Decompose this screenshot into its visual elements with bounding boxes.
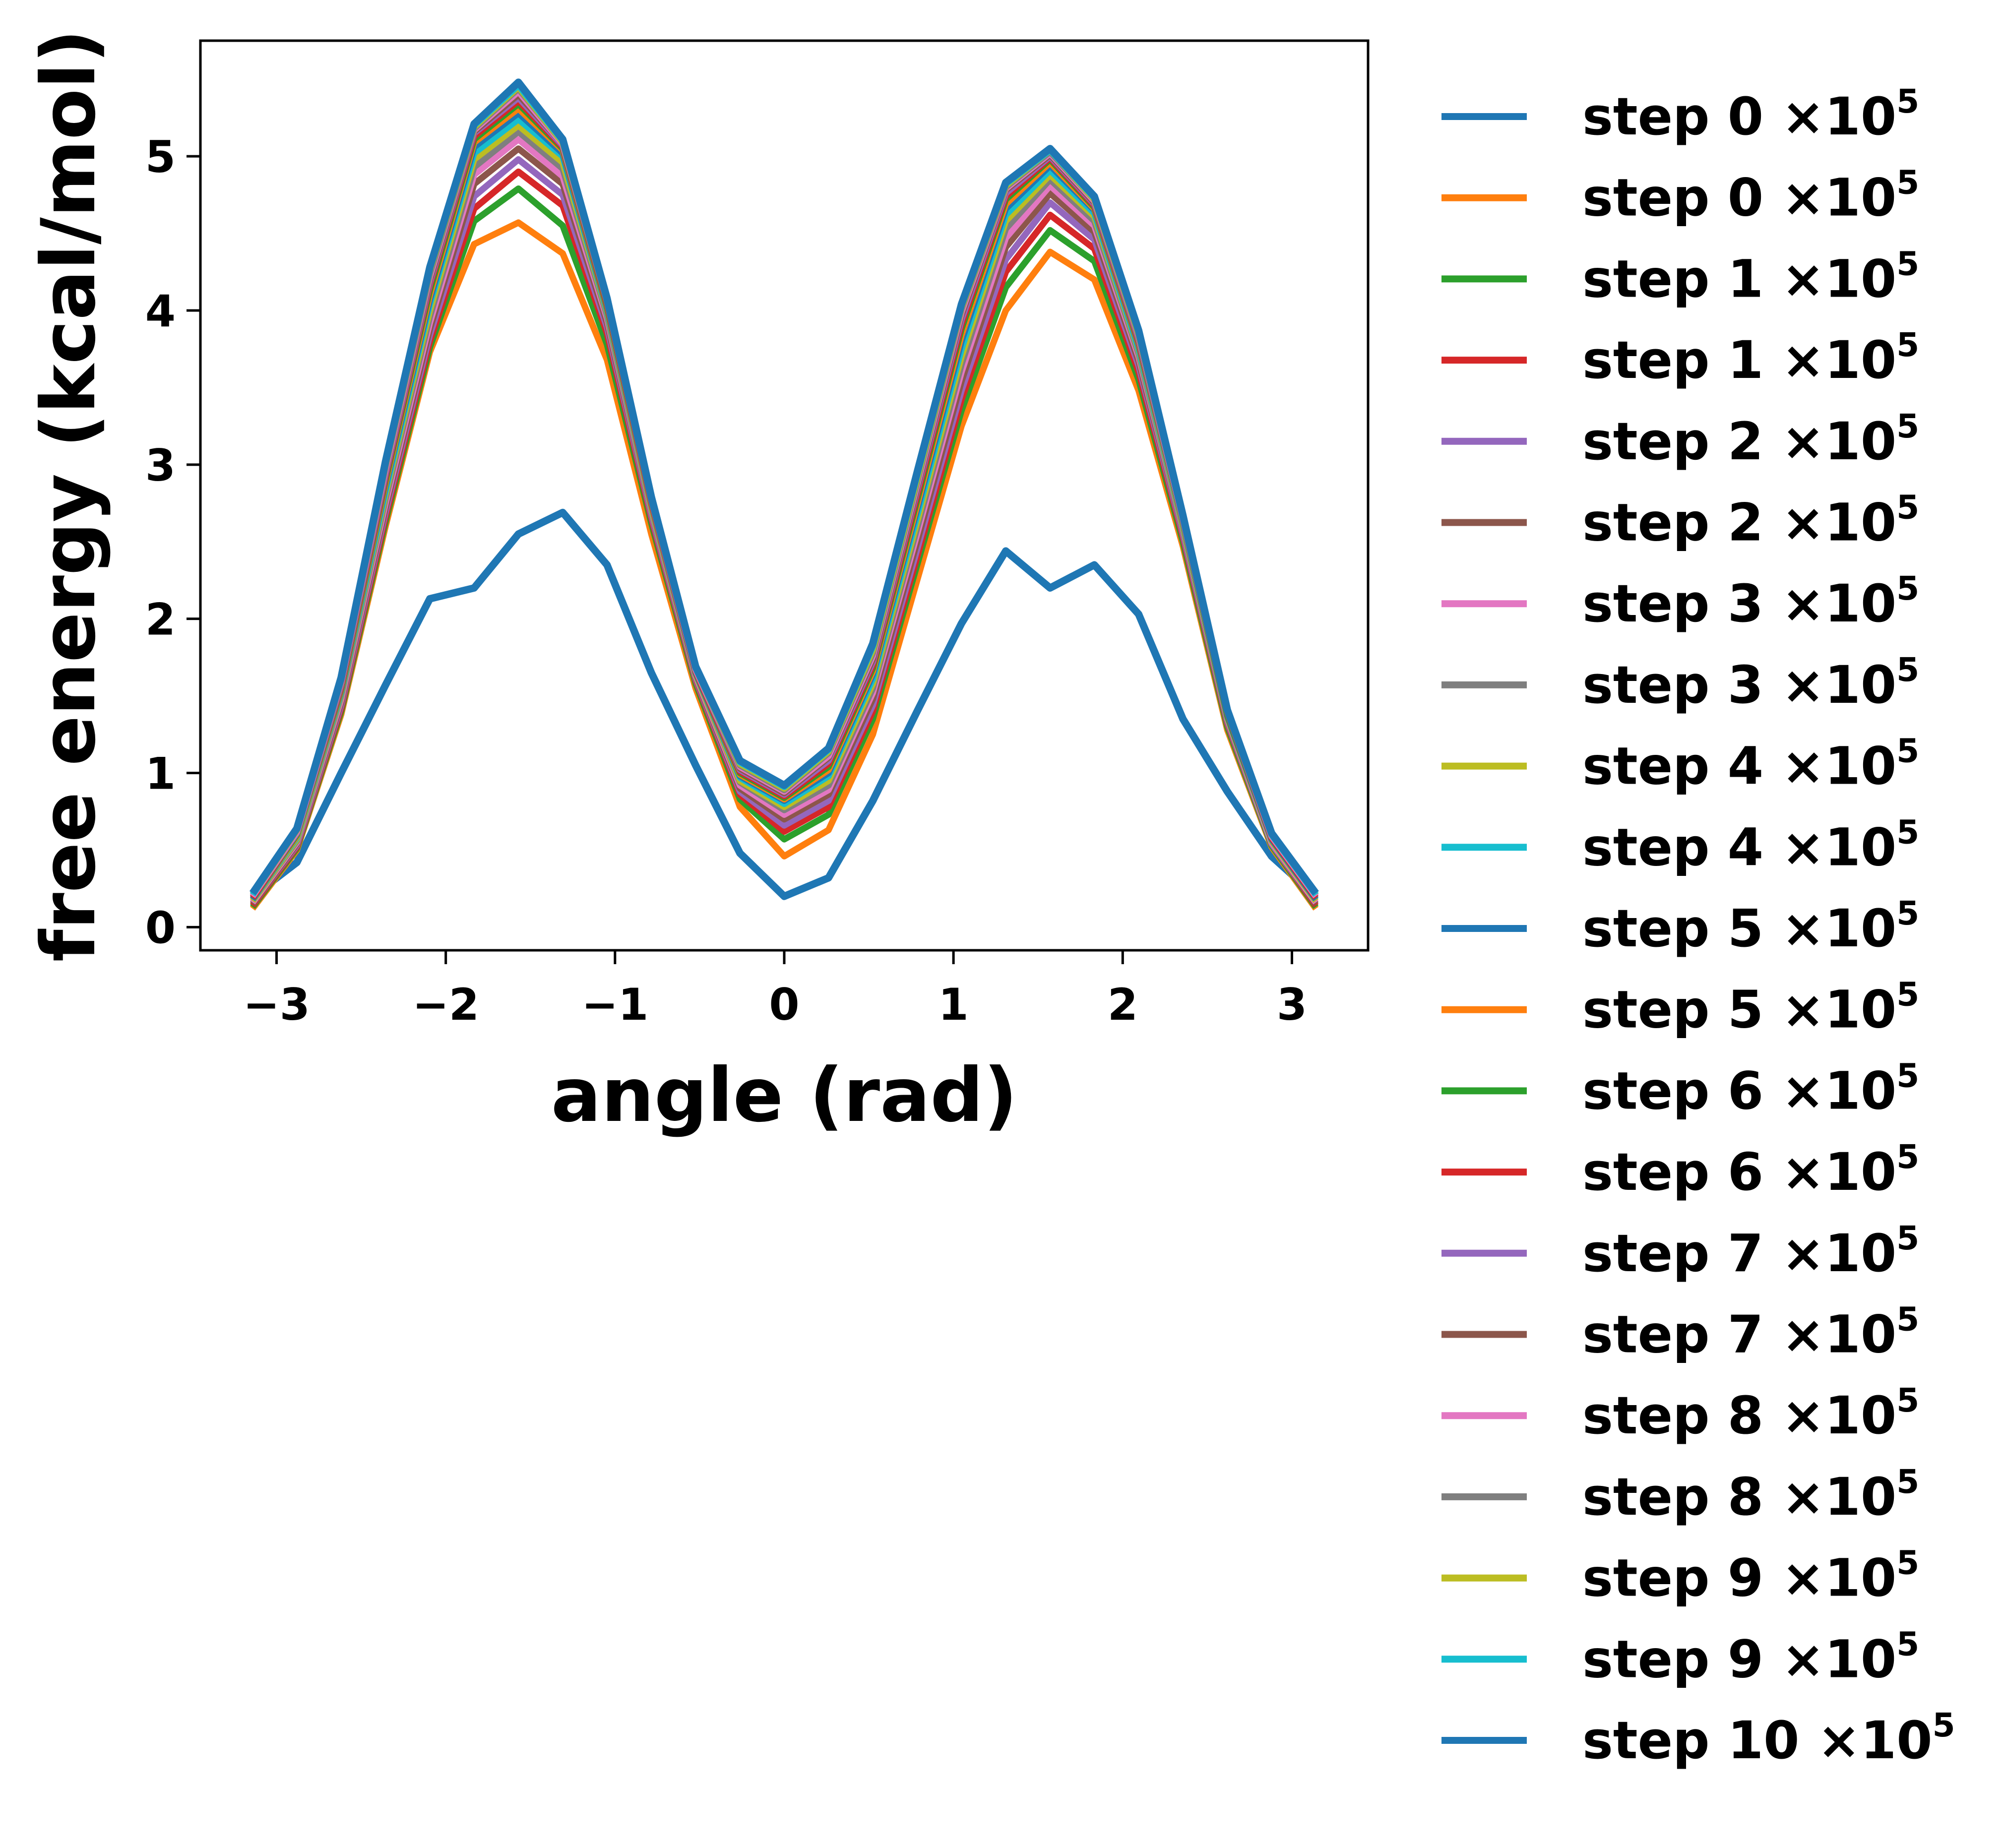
x-tick-label: −2 [412,979,479,1030]
legend-label-19: step 9 ×105 [1582,1625,1919,1689]
series-line-20 [250,78,1319,896]
legend-label-15: step 7 ×105 [1582,1300,1919,1365]
legend-label-0: step 0 ×105 [1582,82,1919,147]
legend-label-2: step 1 ×105 [1582,245,1919,309]
legend-label-12: step 6 ×105 [1582,1056,1919,1121]
legend-label-14: step 7 ×105 [1582,1219,1919,1284]
x-tick-label: 2 [1108,979,1138,1030]
series-line-0 [250,508,1318,900]
legend-label-13: step 6 ×105 [1582,1138,1919,1202]
legend-label-20: step 10 ×105 [1582,1706,1955,1771]
y-tick-label: 2 [145,594,176,645]
y-tick-label: 0 [145,902,176,953]
x-axis-title: angle (rad) [551,1052,1017,1139]
y-axis-title: free energy (kcal/mol) [26,29,112,962]
legend: step 0 ×105 step 0 ×105 step 1 ×105 step 1 … [1441,82,1955,1771]
legend-label-11: step 5 ×105 [1582,976,1919,1040]
x-tick-label: −1 [581,979,648,1030]
y-axis-ticks: 0 1 2 3 4 5 [145,131,200,953]
legend-label-16: step 8 ×105 [1582,1381,1919,1446]
legend-label-7: step 3 ×105 [1582,651,1919,715]
y-tick-label: 5 [145,131,176,183]
series-layer [250,78,1319,911]
legend-label-9: step 4 ×105 [1582,813,1919,877]
y-tick-label: 3 [145,440,176,491]
x-tick-label: 3 [1277,979,1307,1030]
legend-label-8: step 4 ×105 [1582,732,1919,797]
y-tick-label: 1 [145,748,176,800]
y-tick-label: 4 [145,286,176,337]
legend-label-5: step 2 ×105 [1582,489,1919,553]
legend-label-3: step 1 ×105 [1582,326,1919,390]
legend-label-17: step 8 ×105 [1582,1463,1919,1527]
x-tick-label: 0 [769,979,799,1030]
legend-label-6: step 3 ×105 [1582,569,1919,634]
legend-label-1: step 0 ×105 [1582,164,1919,228]
x-axis-ticks: −3 −2 −1 0 1 2 3 [243,950,1307,1030]
x-tick-label: −3 [243,979,310,1030]
x-tick-label: 1 [939,979,969,1030]
legend-label-18: step 9 ×105 [1582,1544,1919,1608]
legend-label-10: step 5 ×105 [1582,894,1919,959]
legend-label-4: step 2 ×105 [1582,407,1919,472]
